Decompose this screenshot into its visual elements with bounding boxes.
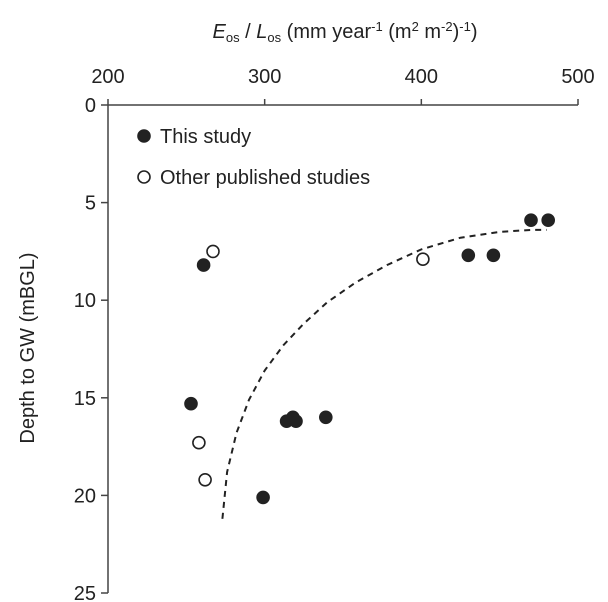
y-tick-label: 5 xyxy=(85,193,96,215)
y-tick-label: 0 xyxy=(85,95,96,117)
data-points xyxy=(184,213,556,505)
y-tick-marks xyxy=(101,104,108,594)
y-tick-labels: 0 5 10 15 20 25 xyxy=(74,95,96,602)
legend: This study Other published studies xyxy=(137,126,370,189)
point-this-study xyxy=(196,258,211,272)
y-axis-title: Depth to GW (mBGL) xyxy=(17,252,39,443)
x-tick-label: 500 xyxy=(561,66,594,88)
x-tick-marks xyxy=(107,99,579,105)
y-tick-label: 15 xyxy=(74,388,96,410)
point-other-study xyxy=(416,252,430,267)
point-other-study xyxy=(192,435,206,450)
legend-label-this-study: This study xyxy=(160,126,251,148)
point-other-study xyxy=(206,244,220,259)
point-this-study xyxy=(318,410,333,425)
x-axis-title: Eos / Los (mm year-1 (m2 m-2)-1) xyxy=(213,19,478,45)
point-this-study xyxy=(289,414,303,429)
x-tick-label: 200 xyxy=(91,66,124,88)
y-tick-label: 20 xyxy=(74,485,96,507)
x-tick-labels: 200 300 400 500 xyxy=(91,66,594,88)
legend-marker-this-study xyxy=(137,129,151,143)
point-this-study xyxy=(184,396,198,411)
y-tick-label: 10 xyxy=(74,290,96,312)
legend-marker-other-studies xyxy=(137,170,151,184)
x-tick-label: 400 xyxy=(405,66,438,88)
point-this-study xyxy=(541,213,556,227)
legend-label-other-studies: Other published studies xyxy=(160,167,370,189)
point-this-study xyxy=(524,213,538,227)
x-tick-label: 300 xyxy=(248,66,281,88)
point-this-study xyxy=(256,490,270,505)
point-other-study xyxy=(198,472,212,487)
trendline xyxy=(221,228,547,519)
point-this-study xyxy=(486,248,501,263)
point-this-study xyxy=(461,248,476,263)
y-tick-label: 25 xyxy=(74,583,96,602)
